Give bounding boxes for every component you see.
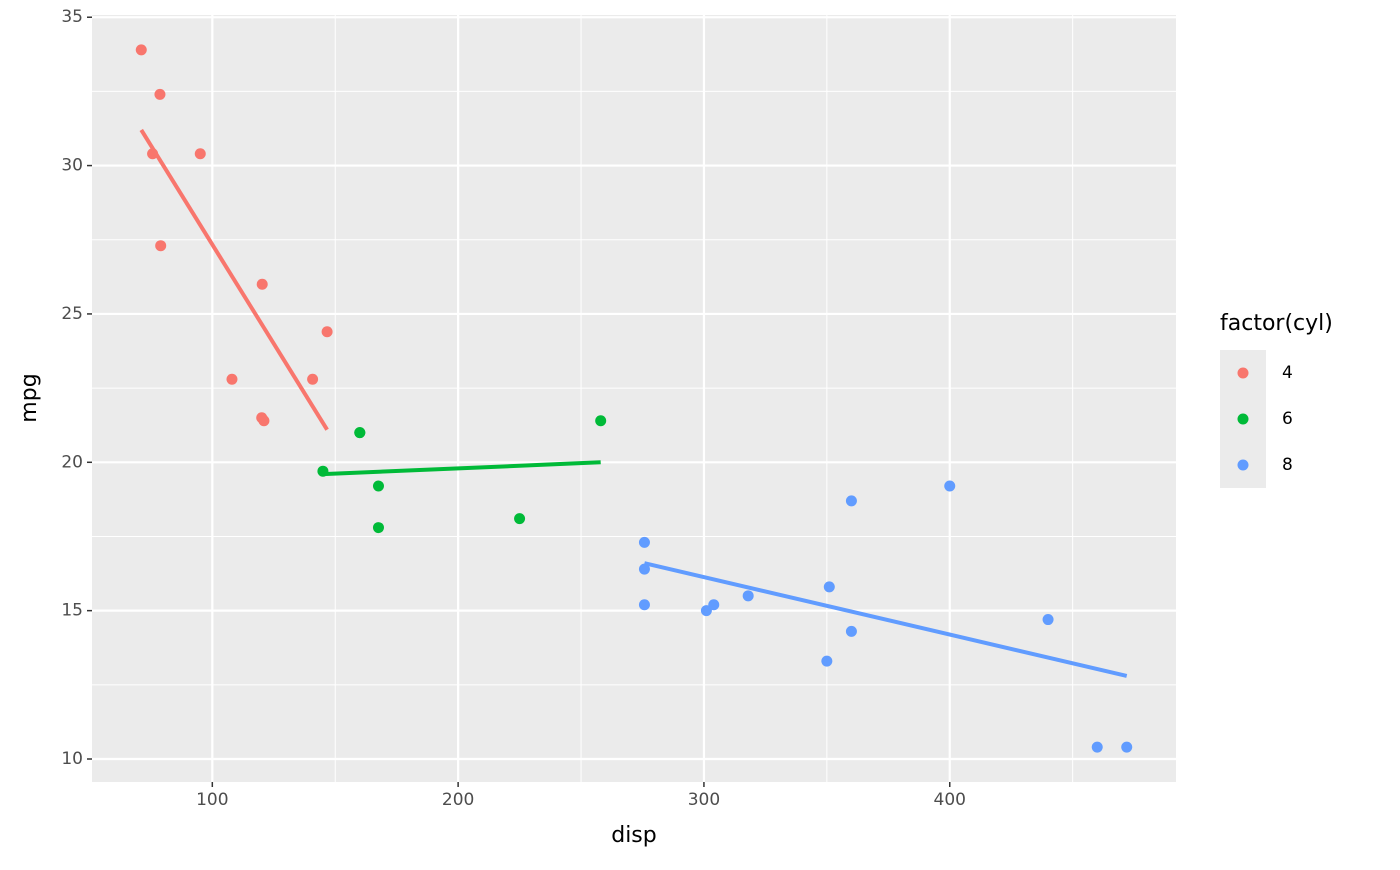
x-tick-label: 400 [934, 790, 966, 810]
point [638, 563, 650, 575]
point [944, 480, 956, 492]
point [194, 148, 206, 160]
legend-key [1237, 459, 1249, 471]
point [1121, 741, 1133, 753]
fit-line [322, 460, 601, 477]
y-tick-label: 30 [61, 156, 83, 176]
point [638, 599, 650, 611]
point [514, 513, 526, 525]
legend-title: factor(cyl) [1220, 311, 1333, 336]
point [154, 88, 166, 100]
marks [135, 44, 1133, 753]
x-axis-title: disp [611, 823, 657, 848]
x-tick-label: 300 [688, 790, 720, 810]
point [700, 605, 712, 617]
point [845, 495, 857, 507]
point [823, 581, 835, 593]
point [226, 373, 238, 385]
legend-key [1237, 413, 1249, 425]
point [845, 625, 857, 637]
y-tick-label: 10 [61, 749, 83, 769]
point [1091, 741, 1103, 753]
point [821, 655, 833, 667]
point [307, 373, 319, 385]
point [638, 536, 650, 548]
y-tick-label: 25 [61, 304, 83, 324]
panel [92, 15, 1176, 782]
point [258, 415, 270, 427]
legend-label: 4 [1282, 363, 1293, 383]
x-tick-label: 100 [196, 790, 228, 810]
point [742, 590, 754, 602]
point [708, 599, 720, 611]
point [1042, 614, 1054, 626]
point [372, 522, 384, 534]
legend-label: 6 [1282, 409, 1293, 429]
point [155, 240, 167, 252]
point [135, 44, 147, 56]
point [354, 427, 366, 439]
grid [92, 15, 1176, 782]
y-axis-title: mpg [17, 373, 42, 422]
point [256, 278, 268, 290]
y-tick-label: 15 [61, 601, 83, 621]
point [595, 415, 607, 427]
x-tick-label: 200 [442, 790, 474, 810]
point [372, 480, 384, 492]
y-tick-label: 20 [61, 452, 83, 472]
y-tick-label: 35 [61, 7, 83, 27]
fit-line [643, 561, 1128, 678]
legend-key [1237, 367, 1249, 379]
point [321, 326, 333, 338]
fit-line [139, 128, 329, 431]
legend-label: 8 [1282, 455, 1293, 475]
